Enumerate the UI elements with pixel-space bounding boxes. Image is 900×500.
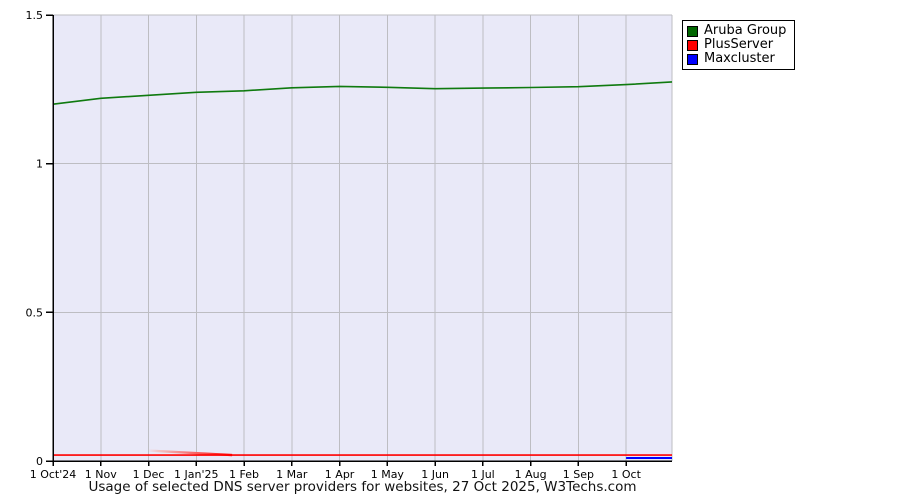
svg-text:1 Jul: 1 Jul — [471, 468, 495, 481]
gridlines — [53, 14, 673, 461]
legend-swatch-plusserver — [687, 39, 698, 51]
legend-label: Aruba Group — [704, 23, 787, 38]
svg-text:1 Mar: 1 Mar — [276, 468, 308, 481]
legend-item-aruba-group: Aruba Group — [687, 24, 786, 38]
y-axis-labels: 0 0.5 1 1.5 — [26, 9, 44, 468]
legend-item-plusserver: PlusServer — [687, 38, 786, 52]
plot-area — [53, 15, 672, 461]
svg-text:1: 1 — [36, 158, 43, 171]
legend-item-maxcluster: Maxcluster — [687, 52, 786, 66]
legend: Aruba Group PlusServer Maxcluster — [682, 20, 796, 70]
svg-text:1 May: 1 May — [371, 468, 405, 481]
svg-text:0: 0 — [36, 455, 43, 468]
svg-text:1 Dec: 1 Dec — [133, 468, 165, 481]
svg-text:1 Jun: 1 Jun — [421, 468, 449, 481]
svg-text:0.5: 0.5 — [26, 306, 44, 319]
axes — [46, 14, 672, 466]
svg-text:1 Oct'24: 1 Oct'24 — [30, 468, 77, 481]
legend-swatch-aruba-group — [687, 25, 698, 37]
svg-text:1 Nov: 1 Nov — [85, 468, 117, 481]
svg-text:1.5: 1.5 — [26, 9, 44, 22]
svg-text:1 Apr: 1 Apr — [325, 468, 355, 481]
svg-text:1 Feb: 1 Feb — [229, 468, 259, 481]
legend-swatch-maxcluster — [687, 53, 698, 65]
svg-text:1 Jan'25: 1 Jan'25 — [174, 468, 218, 481]
legend-label: Maxcluster — [704, 51, 775, 66]
chart-title: Usage of selected DNS server providers f… — [88, 479, 637, 495]
legend-label: PlusServer — [704, 37, 774, 52]
svg-text:1 Aug: 1 Aug — [515, 468, 547, 481]
svg-text:1 Sep: 1 Sep — [563, 468, 594, 481]
series-line-aruba-group — [52, 81, 673, 105]
x-axis-labels: 1 Oct'24 1 Nov 1 Dec 1 Jan'25 1 Feb 1 Mar 1 Ap… — [30, 468, 642, 481]
svg-text:1 Oct: 1 Oct — [611, 468, 641, 481]
